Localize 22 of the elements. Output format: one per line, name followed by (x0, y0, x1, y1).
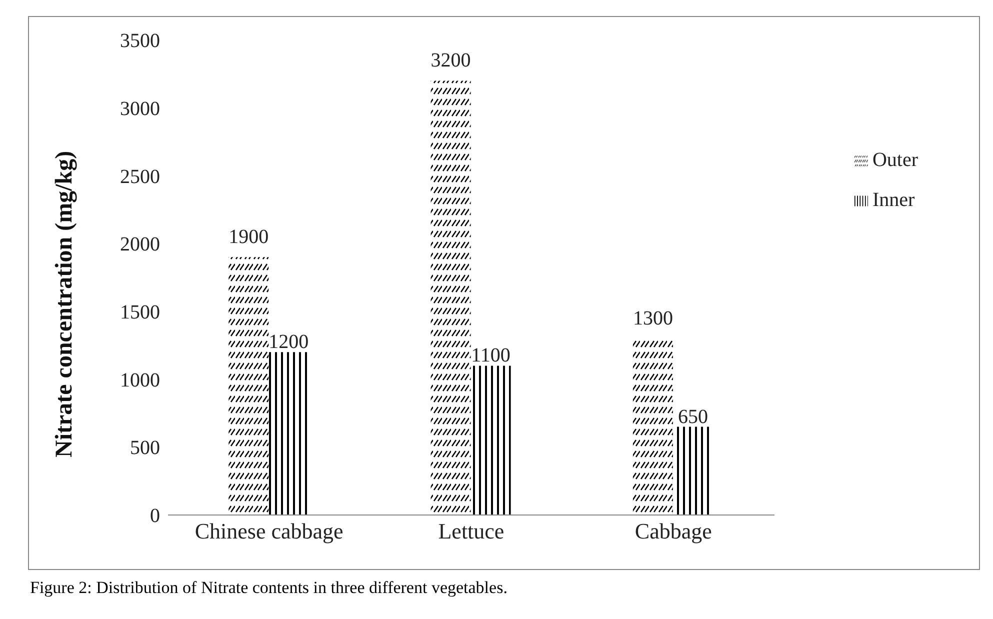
x-tick-label: Cabbage (634, 518, 712, 544)
y-tick-label: 0 (150, 505, 160, 528)
y-tick-label: 2500 (120, 166, 160, 188)
y-tick-label: 500 (130, 437, 160, 460)
y-tick-label: 3000 (120, 98, 160, 120)
legend-label: Outer (872, 149, 918, 171)
x-tick-label: Chinese cabbage (194, 518, 344, 544)
x-tick-label: Lettuce (438, 518, 504, 544)
data-label: 3200 (430, 50, 471, 72)
data-label: 650 (678, 406, 708, 428)
y-tick-label: 1500 (120, 302, 160, 324)
y-axis-title: Nitrate concentration (mg/kg) (52, 150, 78, 458)
data-label: 1200 (268, 331, 309, 354)
y-tick-label: 3500 (120, 30, 160, 52)
bar (268, 352, 309, 515)
y-tick-label: 1000 (120, 369, 160, 392)
data-label: 1900 (228, 226, 269, 248)
legend-label: Inner (872, 189, 915, 211)
data-label: 1100 (471, 344, 510, 367)
y-tick-label: 2000 (120, 234, 160, 256)
data-label: 1300 (632, 308, 673, 330)
caption: Figure 2: Distribution of Nitrate contents in three different vegetables. (30, 578, 508, 598)
